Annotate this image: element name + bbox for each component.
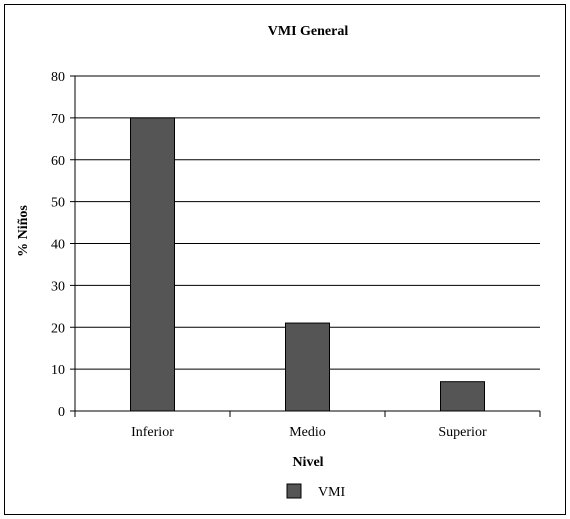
- y-tick-label-70: 70: [51, 112, 65, 127]
- y-axis-label: % Niños: [16, 205, 31, 257]
- x-tick-label-medio: Medio: [289, 425, 326, 440]
- y-tick-label-50: 50: [51, 196, 65, 211]
- x-axis-label: Nivel: [292, 455, 323, 470]
- x-tick-labels: Inferior Medio Superior: [131, 425, 487, 440]
- legend: VMI: [286, 483, 346, 500]
- bar-superior: [440, 381, 485, 412]
- legend-label-vmi: VMI: [318, 485, 346, 500]
- axes: [70, 75, 541, 417]
- x-tick-label-inferior: Inferior: [131, 425, 174, 440]
- y-tick-label-0: 0: [58, 405, 65, 420]
- bar-inferior: [130, 117, 175, 412]
- y-tick-label-10: 10: [51, 363, 65, 378]
- chart-title: VMI General: [268, 24, 349, 39]
- y-tick-label-60: 60: [51, 154, 65, 169]
- y-tick-label-20: 20: [51, 321, 65, 336]
- bar-medio: [285, 322, 330, 412]
- y-tick-label-40: 40: [51, 238, 65, 253]
- x-tick-label-superior: Superior: [438, 425, 487, 440]
- legend-swatch-vmi: [286, 483, 302, 499]
- bars: [130, 117, 485, 412]
- y-tick-labels: 0 10 20 30 40 50 60 70 80: [51, 70, 65, 420]
- y-tick-label-80: 80: [51, 70, 65, 85]
- y-tick-label-30: 30: [51, 279, 65, 294]
- chart-frame: [4, 4, 566, 515]
